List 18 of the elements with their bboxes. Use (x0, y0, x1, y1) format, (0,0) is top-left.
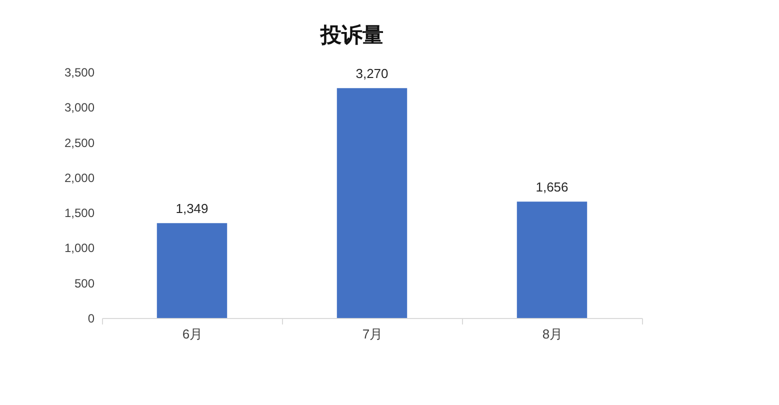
y-tick-label: 3,500 (64, 66, 95, 80)
x-tick-label: 6月 (182, 326, 203, 342)
y-tick-label: 500 (74, 276, 95, 290)
data-label: 1,656 (536, 180, 568, 195)
bar (336, 88, 408, 318)
y-tick-label: 2,000 (64, 170, 95, 185)
x-tick-label: 7月 (362, 326, 383, 342)
y-tick-label: 2,500 (64, 136, 95, 150)
data-label: 3,270 (356, 66, 388, 82)
y-tick-label: 3,000 (64, 100, 95, 115)
y-tick-label: 1,000 (64, 241, 95, 256)
x-tick-label: 8月 (542, 326, 563, 342)
data-label: 1,349 (176, 201, 208, 216)
bar (516, 202, 588, 318)
y-tick-label: 0 (88, 312, 95, 326)
y-tick-label: 1,500 (64, 206, 95, 220)
bar (156, 223, 228, 318)
chart-title: 投诉量 (320, 22, 384, 47)
